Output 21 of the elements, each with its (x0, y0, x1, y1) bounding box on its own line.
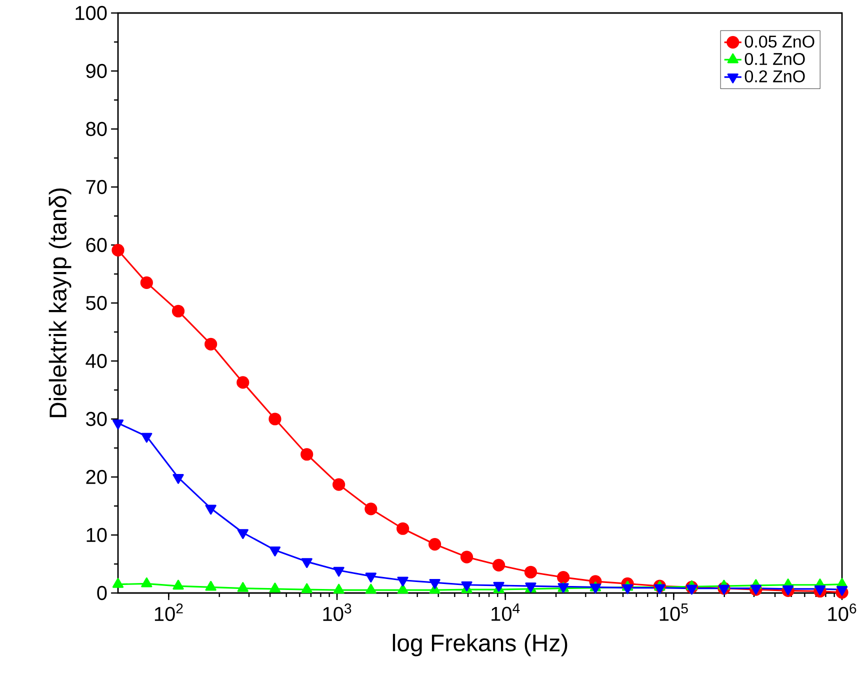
y-tick-label: 100 (76, 6, 107, 20)
legend-label: 0.2 ZnO (744, 70, 805, 82)
y-tick-label: 90 (86, 64, 107, 78)
x-tick-label: 10$^{5}$ (660, 604, 688, 621)
y-tick-label: 70 (86, 180, 107, 194)
x-axis-title: log Frekans (Hz) (392, 634, 568, 656)
legend-label: 0.05 ZnO (744, 36, 814, 48)
legend-label: 0.1 ZnO (744, 52, 805, 66)
y-tick-label: 30 (86, 412, 107, 426)
x-tick-label: 10$^{4}$ (492, 604, 520, 621)
x-tick-label: 10$^{3}$ (323, 604, 352, 622)
y-tick-label: 20 (86, 470, 107, 484)
y-axis-title: Dielektrik kayıp (tanδ) (48, 188, 72, 418)
y-tick-label: 80 (86, 122, 107, 136)
x-tick-label: 10$^{2}$ (154, 604, 183, 622)
x-tick-label: 10$^{6}$ (828, 604, 856, 622)
y-tick-label: 0 (97, 586, 107, 600)
y-tick-label: 10 (86, 528, 107, 542)
y-tick-label: 60 (86, 238, 107, 252)
y-tick-label: 40 (86, 354, 107, 368)
y-tick-label: 50 (86, 296, 107, 310)
